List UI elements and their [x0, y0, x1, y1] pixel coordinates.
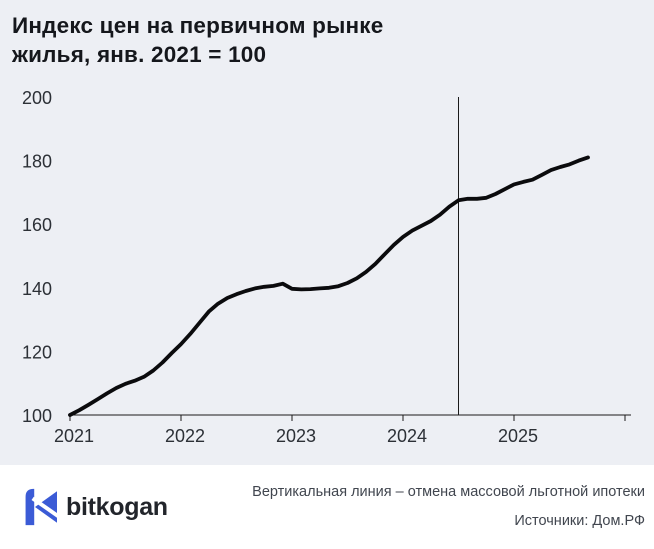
bitkogan-logo-icon — [25, 488, 57, 526]
bitkogan-logo: bitkogan — [24, 486, 168, 528]
vertical-line-note: Вертикальная линия – отмена массовой льг… — [252, 484, 645, 500]
x-axis-label: 2025 — [498, 426, 538, 446]
footer-notes: Вертикальная линия – отмена массовой льг… — [252, 478, 645, 536]
source-note: Источники: Дом.РФ — [514, 513, 645, 529]
price-index-line — [68, 155, 590, 417]
y-axis-label: 140 — [22, 279, 52, 299]
x-axis-label: 2022 — [165, 426, 205, 446]
y-axis-label: 100 — [22, 406, 52, 426]
price-index-chart: 100 120 140 160 180 200 2021 2022 2023 2024 2025 — [22, 88, 631, 446]
chart-header: Индекс цен на первичном рынке жилья, янв… — [0, 0, 654, 85]
bitkogan-logo-text: bitkogan — [66, 492, 168, 521]
footer: bitkogan Вертикальная линия – отмена мас… — [0, 465, 654, 549]
x-axis-label: 2021 — [54, 426, 94, 446]
chart-title: Индекс цен на первичном рынке жилья, янв… — [12, 13, 384, 67]
y-axis-label: 180 — [22, 152, 52, 172]
x-axis-label: 2024 — [387, 426, 427, 446]
y-axis-label: 120 — [22, 342, 52, 362]
y-axis-label: 200 — [22, 88, 52, 108]
x-axis-label: 2023 — [276, 426, 316, 446]
y-axis-label: 160 — [22, 215, 52, 235]
